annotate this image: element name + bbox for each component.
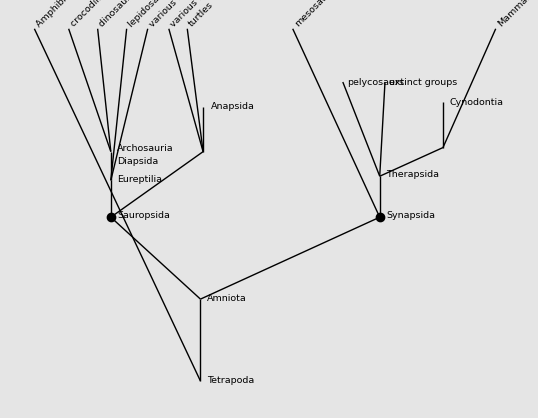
Text: mesosaurs: mesosaurs (293, 0, 336, 29)
Text: Archosauria: Archosauria (117, 144, 174, 153)
Text: Amphibia & relatives: Amphibia & relatives (34, 0, 111, 29)
Text: Cynodontia: Cynodontia (450, 98, 504, 107)
Text: Tetrapoda: Tetrapoda (207, 376, 254, 385)
Text: lepidosaurs (lizards, snakes): lepidosaurs (lizards, snakes) (126, 0, 229, 29)
Text: Sauropsida: Sauropsida (117, 211, 170, 219)
Text: Eureptilia: Eureptilia (117, 175, 162, 184)
Text: pelycosaurs: pelycosaurs (347, 77, 404, 87)
Text: Mammalia: Mammalia (495, 0, 537, 29)
Text: dinosaurs, birds: dinosaurs, birds (97, 0, 158, 29)
Text: various extinct groups: various extinct groups (169, 0, 250, 29)
Text: turtles: turtles (187, 0, 216, 29)
Text: crocodilians & relatives: crocodilians & relatives (69, 0, 153, 29)
Text: Therapsida: Therapsida (387, 170, 440, 178)
Text: extinct groups: extinct groups (389, 77, 457, 87)
Text: Synapsida: Synapsida (387, 211, 436, 219)
Text: Diapsida: Diapsida (117, 158, 158, 166)
Text: Amniota: Amniota (207, 294, 247, 303)
Text: various extinct groups: various extinct groups (148, 0, 229, 29)
Text: Anapsida: Anapsida (211, 102, 255, 111)
